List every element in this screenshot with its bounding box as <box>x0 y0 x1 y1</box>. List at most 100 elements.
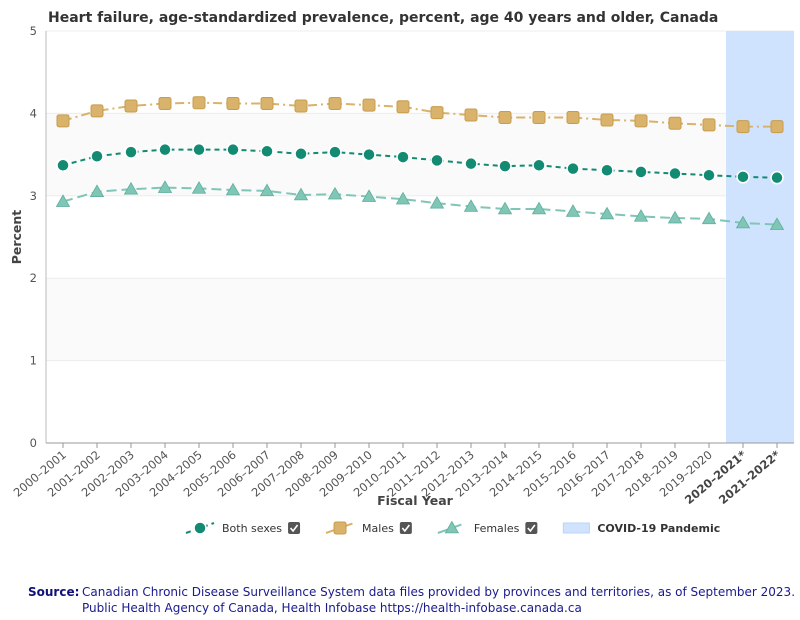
plot-area: 0123452000–20012001–20022002–20032003–20… <box>9 24 794 508</box>
data-point-males <box>634 114 648 128</box>
data-point-both-sexes <box>260 144 274 159</box>
data-point-both-sexes <box>498 159 512 173</box>
legend-label-both-sexes: Both sexes <box>222 522 282 535</box>
source-line-2: Public Health Agency of Canada, Health I… <box>82 601 582 615</box>
data-point-females <box>259 183 275 197</box>
data-point-males <box>532 111 546 125</box>
source-label: Source: <box>28 585 80 599</box>
x-axis-title: Fiscal Year <box>377 493 454 508</box>
data-point-both-sexes <box>702 168 716 182</box>
y-tick-label: 0 <box>30 436 37 450</box>
data-point-males <box>192 96 206 110</box>
legend-label-females: Females <box>474 522 520 535</box>
data-point-males <box>600 113 614 127</box>
y-axis-title: Percent <box>9 210 24 265</box>
data-point-both-sexes <box>56 158 70 173</box>
series-line-both-sexes <box>62 148 778 179</box>
data-point-females <box>769 217 785 230</box>
legend-marker-males <box>333 521 347 535</box>
y-tick-label: 3 <box>30 189 37 203</box>
plot-band <box>46 278 794 361</box>
y-tick-label: 2 <box>30 271 37 285</box>
data-point-both-sexes <box>736 170 750 184</box>
check-icon <box>527 524 536 533</box>
data-point-both-sexes <box>226 142 240 157</box>
series-line-females <box>62 186 778 226</box>
source-text: Canadian Chronic Disease Surveillance Sy… <box>82 584 796 616</box>
data-point-both-sexes <box>362 147 376 162</box>
data-point-males <box>396 100 410 114</box>
data-point-females <box>225 182 241 196</box>
checkbox-box <box>525 522 538 534</box>
data-point-females <box>55 194 71 207</box>
data-point-males <box>56 114 70 128</box>
data-point-males <box>668 116 682 130</box>
data-point-females <box>157 180 173 193</box>
covid-band <box>726 31 794 443</box>
data-point-males <box>362 98 376 112</box>
data-point-both-sexes <box>770 170 784 185</box>
data-point-females <box>395 191 411 205</box>
data-point-males <box>430 106 444 120</box>
data-point-both-sexes <box>294 147 308 161</box>
data-point-both-sexes <box>396 150 410 164</box>
data-point-females <box>667 210 683 224</box>
data-point-females <box>633 209 649 222</box>
data-point-females <box>735 215 751 229</box>
data-point-both-sexes <box>668 166 682 181</box>
checkbox-box <box>288 522 301 534</box>
legend-marker-females <box>444 520 460 534</box>
data-point-females <box>565 204 581 217</box>
data-point-both-sexes <box>464 156 478 171</box>
data-point-males <box>260 97 274 111</box>
series-line-males <box>62 101 777 128</box>
data-point-males <box>226 97 240 111</box>
chart-title: Heart failure, age-standardized prevalen… <box>48 10 718 26</box>
plot-band <box>46 113 794 196</box>
data-point-both-sexes <box>430 153 444 168</box>
data-point-females <box>89 184 105 197</box>
data-point-females <box>191 181 207 194</box>
data-point-males <box>124 99 138 113</box>
data-point-females <box>497 201 513 215</box>
data-point-both-sexes <box>600 163 614 178</box>
data-point-both-sexes <box>532 158 546 173</box>
data-point-females <box>599 206 615 220</box>
data-point-females <box>701 211 717 225</box>
legend-swatch-line <box>185 522 215 534</box>
legend-checkbox-both-sexes <box>288 522 301 534</box>
y-tick-label: 1 <box>30 354 37 368</box>
data-point-females <box>123 181 139 195</box>
data-point-males <box>158 97 172 111</box>
data-point-males <box>770 120 784 134</box>
data-point-both-sexes <box>158 142 172 157</box>
legend-label-covid: COVID-19 Pandemic <box>597 522 720 535</box>
legend-marker-both-sexes <box>193 521 207 535</box>
legend: Both sexes Males Females COVID-19 Pandemic <box>185 520 720 535</box>
data-point-both-sexes <box>192 142 206 157</box>
data-point-males <box>498 111 512 125</box>
data-point-females <box>429 195 445 209</box>
data-point-females <box>361 189 377 202</box>
check-icon <box>289 524 299 533</box>
line-chart: Heart failure, age-standardized prevalen… <box>9 10 794 535</box>
data-point-males <box>90 104 104 118</box>
data-point-males <box>566 111 580 125</box>
data-point-females <box>293 187 309 201</box>
source-line-1: Canadian Chronic Disease Surveillance Sy… <box>82 585 796 599</box>
y-tick-label: 5 <box>30 24 37 38</box>
data-point-males <box>736 120 750 134</box>
data-point-females <box>531 201 547 215</box>
data-point-both-sexes <box>566 161 580 176</box>
check-icon <box>401 524 410 533</box>
data-point-males <box>702 118 716 132</box>
data-point-males <box>294 99 308 113</box>
data-point-both-sexes <box>328 145 342 159</box>
checkbox-box <box>399 522 412 534</box>
data-point-females <box>463 199 479 212</box>
legend-checkbox-females <box>525 522 538 534</box>
y-tick-label: 4 <box>30 106 37 120</box>
data-point-females <box>327 186 343 200</box>
data-point-males <box>464 108 478 122</box>
legend-swatch-line <box>437 522 467 534</box>
